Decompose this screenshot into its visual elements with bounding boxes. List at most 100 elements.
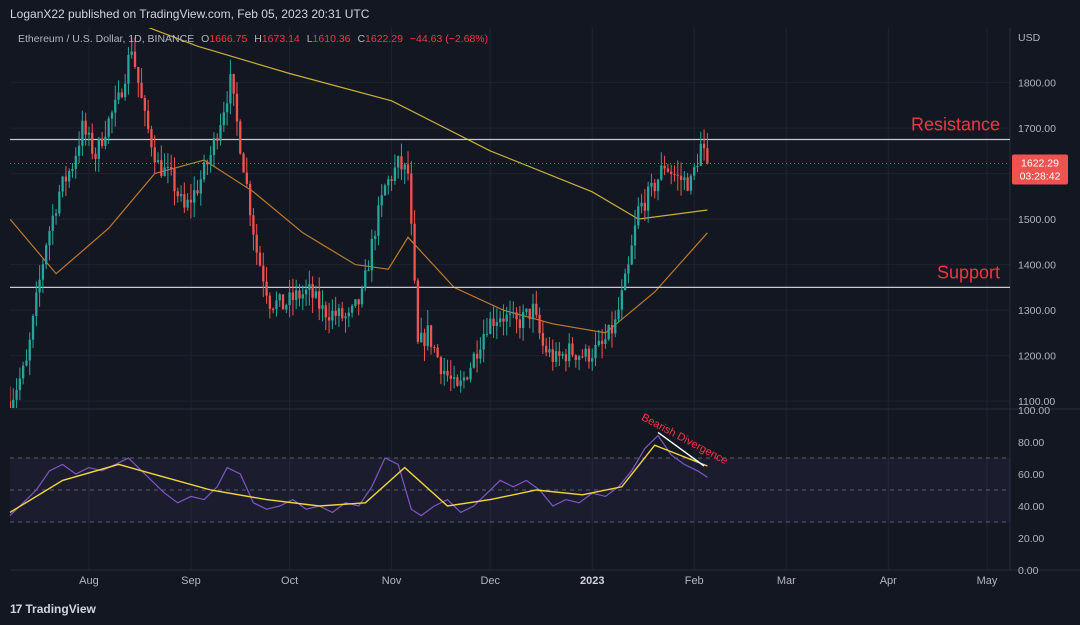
candle-body (97, 138, 100, 159)
candle-body (357, 299, 360, 305)
candle-body (133, 51, 137, 67)
candle-body (390, 179, 393, 182)
candle-body (327, 317, 331, 321)
candle-body (387, 179, 390, 186)
time-tick-label: Mar (777, 575, 796, 587)
candle-body (324, 305, 327, 318)
candle-body (91, 132, 94, 154)
candle-body (706, 148, 709, 164)
candle-body (686, 177, 689, 191)
candle-body (268, 295, 272, 309)
candle-body (426, 325, 429, 347)
candle-body (574, 355, 577, 361)
candle-body (693, 167, 696, 176)
candle-body (650, 182, 653, 187)
candle-body (620, 290, 623, 310)
publisher-line: LoganX22 published on TradingView.com, F… (10, 7, 370, 21)
candle-body (22, 365, 25, 379)
candle-body (107, 118, 110, 137)
low-value: 1610.36 (312, 33, 351, 45)
candle-body (288, 292, 291, 306)
candle-body (321, 305, 324, 309)
candle-body (25, 360, 28, 366)
candle-body (104, 136, 107, 146)
time-tick-label: May (977, 575, 998, 587)
price-tick-label: 1300.00 (1018, 305, 1056, 317)
candle-body (597, 340, 600, 346)
candle-body (281, 294, 285, 310)
candle-body (252, 215, 255, 235)
price-chart[interactable]: 1100.001200.001300.001400.001500.001600.… (0, 0, 1080, 596)
candle-body (94, 153, 97, 159)
candle-body (318, 291, 321, 309)
candle-body (219, 125, 222, 141)
candle-body (508, 313, 512, 315)
candle-body (48, 230, 51, 246)
candle-body (28, 339, 31, 361)
candle-body (150, 129, 153, 148)
candle-body (245, 172, 248, 184)
price-series (10, 37, 709, 408)
candle-body (272, 308, 275, 310)
candle-body (512, 312, 515, 314)
candle-body (637, 206, 640, 226)
high-label: H (254, 33, 262, 45)
candle-body (489, 318, 492, 334)
candle-body (522, 311, 525, 328)
candle-body (10, 401, 12, 408)
horizontal-levels (10, 138, 1010, 289)
candle-body (607, 325, 610, 340)
candle-body (617, 309, 620, 320)
candle-body (183, 194, 186, 208)
open-label: O (201, 33, 210, 45)
candle-body (420, 332, 423, 343)
candle-body (495, 322, 498, 326)
rsi-tick-label: 60.00 (1018, 469, 1044, 481)
candle-body (568, 343, 571, 362)
candle-body (212, 138, 216, 155)
candle-body (551, 349, 554, 362)
candle-body (206, 162, 209, 165)
candle-body (232, 74, 235, 94)
time-tick-label: Oct (281, 575, 298, 587)
candle-body (475, 353, 479, 359)
candle-body (170, 166, 173, 169)
candle-body (383, 185, 387, 196)
candle-body (673, 174, 676, 176)
candle-body (452, 377, 456, 379)
candle-body (558, 351, 561, 356)
candle-body (630, 245, 633, 265)
tradingview-logo[interactable]: 17 TradingView (10, 602, 96, 616)
candle-body (156, 160, 160, 163)
candle-body (403, 164, 406, 170)
candle-body (77, 145, 81, 156)
candle-body (600, 340, 604, 345)
countdown-value: 03:28:42 (1020, 170, 1061, 182)
candle-body (515, 312, 518, 320)
candle-body (242, 153, 245, 173)
candle-body (304, 289, 308, 295)
candle-body (100, 138, 104, 146)
candle-body (459, 380, 462, 386)
candle-body (492, 318, 495, 326)
candle-body (423, 332, 426, 347)
candle-body (130, 51, 133, 55)
time-tick-label: Dec (480, 575, 500, 587)
candle-body (337, 308, 341, 316)
candle-body (502, 318, 505, 322)
level-label: Support (937, 262, 1000, 282)
candle-body (160, 160, 163, 176)
price-pane[interactable] (10, 28, 1010, 408)
candle-body (436, 347, 439, 358)
candle-body (498, 318, 502, 323)
candle-body (239, 121, 242, 154)
candle-body (643, 202, 647, 211)
candle-body (147, 110, 150, 130)
candle-body (554, 351, 558, 362)
candle-body (120, 92, 123, 98)
candle-body (591, 358, 594, 362)
candle-body (38, 279, 41, 293)
grid (10, 28, 1080, 571)
candle-body (61, 176, 64, 192)
candle-body (186, 199, 189, 208)
